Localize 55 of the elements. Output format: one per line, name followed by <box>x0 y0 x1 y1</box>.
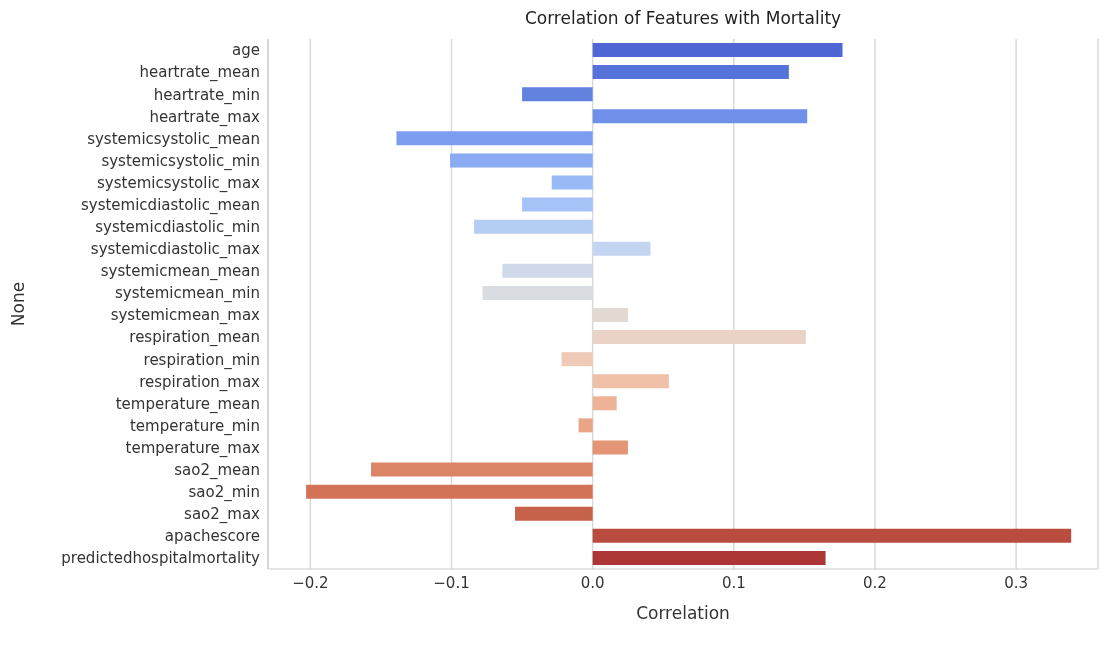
bar <box>474 219 593 234</box>
y-tick-label: systemicdiastolic_min <box>95 218 260 238</box>
y-tick-label: respiration_min <box>143 350 260 370</box>
bar <box>561 352 593 367</box>
y-tick-label: heartrate_max <box>149 107 261 127</box>
bar <box>592 109 808 124</box>
bar <box>592 241 651 256</box>
x-tick-label: −0.1 <box>433 573 470 592</box>
x-tick-label: 0.3 <box>1004 573 1029 592</box>
y-axis-title: None <box>8 281 29 327</box>
y-tick-label: sao2_max <box>184 505 261 525</box>
chart-title: Correlation of Features with Mortality <box>523 8 843 30</box>
y-tick-label: systemicsystolic_max <box>97 173 261 193</box>
bar <box>578 418 593 433</box>
y-tick-label: respiration_max <box>139 372 261 392</box>
bar <box>592 65 789 80</box>
x-tick-label: 0.0 <box>580 573 605 592</box>
bar <box>371 462 593 477</box>
y-tick-label: temperature_mean <box>115 394 260 414</box>
bar <box>592 374 669 389</box>
y-tick-label: heartrate_mean <box>139 63 260 83</box>
bar <box>396 131 593 146</box>
y-tick-label: predictedhospitalmortality <box>61 549 261 568</box>
bar <box>592 396 617 411</box>
bar <box>515 506 593 521</box>
bar <box>522 87 593 102</box>
y-tick-label: systemicsystolic_min <box>101 151 260 171</box>
bar <box>306 484 593 499</box>
y-tick-label: age <box>232 41 260 60</box>
y-tick-label: systemicmean_min <box>115 284 260 304</box>
y-tick-label: systemicsystolic_mean <box>87 129 260 149</box>
bar <box>592 330 806 345</box>
y-tick-label: sao2_min <box>188 483 260 503</box>
x-tick-label: −0.2 <box>292 573 329 592</box>
bar <box>592 550 826 565</box>
bar <box>502 263 593 278</box>
x-tick-label: 0.1 <box>721 573 746 592</box>
y-tick-label: systemicdiastolic_mean <box>80 195 260 215</box>
y-tick-label: sao2_mean <box>174 460 260 480</box>
bar <box>450 153 593 168</box>
y-tick-label: systemicmean_max <box>110 306 261 326</box>
y-tick-label: systemicmean_mean <box>100 262 260 282</box>
bar <box>592 528 1072 543</box>
bar <box>592 42 843 57</box>
bar <box>522 197 593 212</box>
bar <box>551 175 593 190</box>
y-tick-label: apachescore <box>164 527 260 546</box>
y-tick-label: respiration_mean <box>129 328 260 348</box>
y-tick-label: heartrate_min <box>153 85 260 105</box>
y-tick-label: temperature_min <box>129 416 260 436</box>
bar <box>592 440 628 455</box>
x-tick-label: 0.2 <box>863 573 887 592</box>
y-tick-label: temperature_max <box>125 438 261 458</box>
y-tick-label: systemicdiastolic_max <box>90 240 261 260</box>
x-axis-title: Correlation <box>636 603 730 623</box>
